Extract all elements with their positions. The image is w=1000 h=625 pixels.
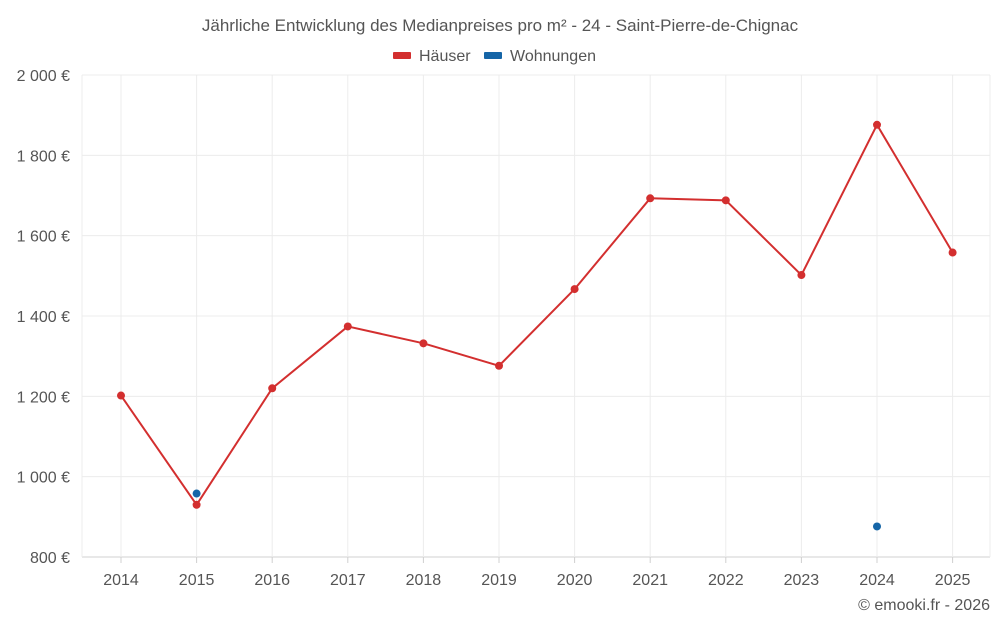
x-axis-ticks: 2014 2015 2016 2017 2018 2019 2020 2021 2022 2023… bbox=[103, 572, 970, 589]
x-tick-label: 2016 bbox=[254, 572, 290, 589]
legend-label-haeuser: Häuser bbox=[419, 48, 471, 65]
series-wohnungen bbox=[192, 489, 881, 531]
legend-swatch-haeuser bbox=[393, 52, 411, 59]
x-tick-label: 2021 bbox=[632, 572, 668, 589]
chart-title: Jährliche Entwicklung des Medianpreises … bbox=[202, 16, 799, 35]
data-point-haeuser[interactable] bbox=[192, 500, 201, 509]
x-tick-label: 2017 bbox=[330, 572, 366, 589]
data-point-wohnungen[interactable] bbox=[873, 522, 881, 531]
legend-item-wohnungen[interactable]: Wohnungen bbox=[484, 48, 596, 65]
data-point-haeuser[interactable] bbox=[646, 194, 655, 203]
data-point-haeuser[interactable] bbox=[419, 339, 428, 348]
legend-label-wohnungen: Wohnungen bbox=[510, 48, 596, 65]
x-tick-label: 2020 bbox=[557, 572, 593, 589]
y-tick-label: 2 000 € bbox=[17, 68, 70, 85]
series-haeuser bbox=[117, 120, 957, 509]
data-point-haeuser[interactable] bbox=[948, 248, 957, 257]
x-tick-label: 2014 bbox=[103, 572, 139, 589]
grid bbox=[81, 74, 991, 563]
credit-text: © emooki.fr - 2026 bbox=[858, 597, 990, 614]
data-point-haeuser[interactable] bbox=[721, 196, 730, 205]
x-tick-label: 2024 bbox=[859, 572, 895, 589]
x-tick-label: 2023 bbox=[784, 572, 820, 589]
series-line-haeuser bbox=[120, 123, 954, 506]
data-point-haeuser[interactable] bbox=[797, 271, 806, 280]
x-tick-label: 2015 bbox=[179, 572, 215, 589]
data-point-haeuser[interactable] bbox=[117, 391, 125, 400]
y-tick-label: 1 800 € bbox=[17, 148, 70, 165]
y-axis-ticks: 800 € 1 000 € 1 200 € 1 400 € 1 600 € 1 800 €… bbox=[17, 68, 70, 567]
data-point-haeuser[interactable] bbox=[570, 285, 579, 294]
data-point-wohnungen[interactable] bbox=[192, 489, 201, 498]
y-tick-label: 1 600 € bbox=[17, 229, 70, 246]
series bbox=[117, 120, 957, 531]
legend: Häuser Wohnungen bbox=[393, 48, 596, 65]
data-point-haeuser[interactable] bbox=[873, 120, 881, 129]
x-tick-label: 2025 bbox=[935, 572, 971, 589]
data-point-haeuser[interactable] bbox=[343, 322, 352, 331]
legend-item-haeuser[interactable]: Häuser bbox=[393, 48, 471, 65]
x-tick-label: 2019 bbox=[481, 572, 517, 589]
y-tick-label: 800 € bbox=[30, 550, 70, 567]
y-tick-label: 1 000 € bbox=[17, 470, 70, 487]
x-tick-label: 2018 bbox=[406, 572, 442, 589]
y-tick-label: 1 200 € bbox=[17, 389, 70, 406]
legend-swatch-wohnungen bbox=[484, 52, 502, 59]
data-point-haeuser[interactable] bbox=[268, 384, 277, 393]
x-tick-label: 2022 bbox=[708, 572, 744, 589]
data-point-haeuser[interactable] bbox=[495, 361, 503, 370]
y-tick-label: 1 400 € bbox=[17, 309, 70, 326]
